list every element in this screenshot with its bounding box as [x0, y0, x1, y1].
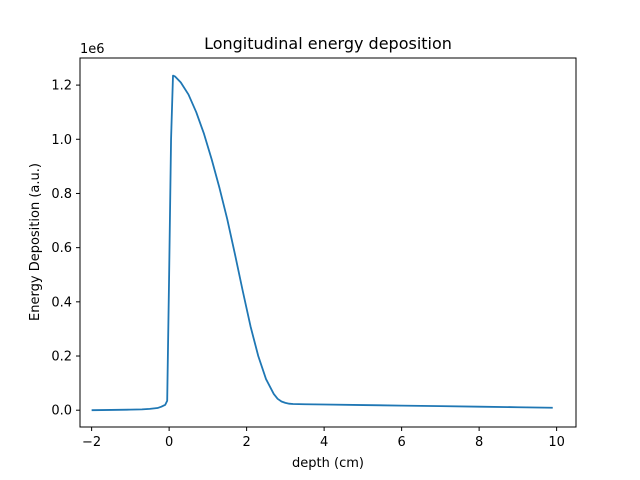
y-offset-label: 1e6 [80, 42, 105, 57]
y-tick-label: 0.8 [51, 187, 72, 202]
x-tick-label: 10 [548, 435, 565, 450]
x-axis-ticks: −2 0 2 4 6 8 10 [82, 427, 565, 450]
y-axis-ticks: 0.0 0.2 0.4 0.6 0.8 1.0 1.2 [51, 79, 80, 419]
y-tick-label: 0.2 [51, 350, 72, 365]
chart-title: Longitudinal energy deposition [204, 34, 452, 53]
x-tick-label: 0 [165, 435, 173, 450]
y-tick-label: 0.4 [51, 295, 72, 310]
x-tick-label: 6 [397, 435, 405, 450]
y-axis-label: Energy Deposition (a.u.) [28, 163, 43, 321]
plot-area [80, 58, 576, 427]
x-tick-label: −2 [82, 435, 101, 450]
y-tick-label: 1.2 [51, 79, 72, 94]
x-tick-label: 8 [475, 435, 483, 450]
x-tick-label: 4 [320, 435, 328, 450]
plot-frame [79, 57, 577, 428]
y-tick-label: 0.0 [51, 404, 72, 419]
x-axis-label: depth (cm) [292, 456, 364, 471]
energy-deposition-line [91, 74, 553, 412]
y-tick-label: 0.6 [51, 241, 72, 256]
y-tick-label: 1.0 [51, 133, 72, 148]
x-tick-label: 2 [242, 435, 250, 450]
